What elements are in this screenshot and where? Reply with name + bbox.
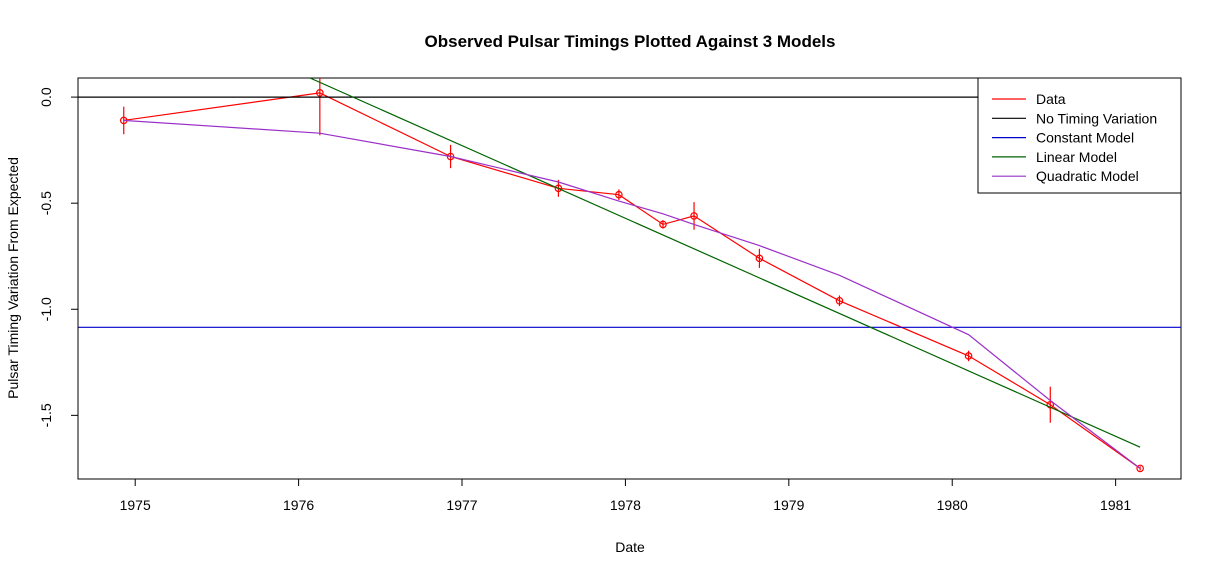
x-tick-label: 1978 [610, 497, 641, 513]
x-tick-label: 1979 [773, 497, 804, 513]
y-tick-label: -0.5 [38, 191, 54, 215]
data-point [615, 190, 623, 199]
y-tick-label: 0.0 [38, 87, 54, 107]
y-axis: 0.0 -0.5 -1.0 -1.5 [38, 87, 79, 427]
x-tick-label: 1981 [1100, 497, 1131, 513]
x-axis-label: Date [615, 539, 645, 555]
legend: Data No Timing Variation Constant Model Lin… [977, 77, 1182, 194]
data-point [690, 212, 698, 220]
x-tick-label: 1976 [283, 497, 314, 513]
x-tick-label: 1977 [446, 497, 477, 513]
y-tick-label: -1.5 [38, 403, 54, 427]
data-line [123, 92, 1141, 469]
data-point [554, 184, 563, 193]
data-point [835, 296, 844, 305]
data-point [964, 352, 973, 360]
chart-title: Observed Pulsar Timings Plotted Against … [425, 32, 836, 51]
linear-model-line [309, 78, 1141, 448]
series-layer [78, 78, 1181, 473]
y-axis-label: Pulsar Timing Variation From Expected [5, 157, 21, 399]
legend-label-data: Data [1036, 91, 1066, 107]
x-axis: 1975 1976 1977 1978 1979 1980 1981 [120, 478, 1131, 513]
data-point [316, 89, 324, 97]
legend-box [977, 77, 1182, 194]
y-tick-label: -1.0 [38, 297, 54, 321]
legend-label-quadratic-model: Quadratic Model [1036, 168, 1139, 184]
x-tick-label: 1975 [120, 497, 151, 513]
data-point [755, 254, 764, 263]
legend-label-linear-model: Linear Model [1036, 149, 1117, 165]
legend-label-constant-model: Constant Model [1036, 130, 1134, 146]
data-point [1136, 464, 1144, 473]
x-tick-label: 1980 [937, 497, 968, 513]
legend-label-no-timing-variation: No Timing Variation [1036, 110, 1157, 126]
quadratic-model-line [123, 119, 1141, 469]
data-point [1046, 400, 1055, 409]
data-point [659, 220, 667, 229]
